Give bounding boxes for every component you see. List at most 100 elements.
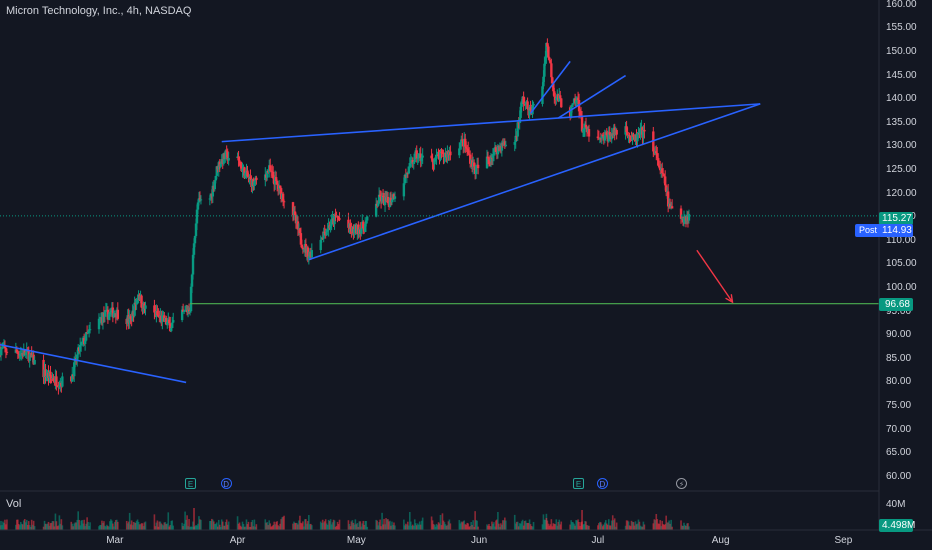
candle-body <box>0 349 3 356</box>
volume-bar <box>627 521 630 530</box>
volume-bar <box>209 521 211 530</box>
volume-bar <box>500 523 502 530</box>
volume-bar <box>605 523 608 530</box>
volume-bar <box>113 526 115 530</box>
split-or-news-event-icon[interactable]: ⚡ <box>676 478 688 489</box>
candle-body <box>44 369 47 378</box>
volume-bar <box>411 524 414 530</box>
candle-body <box>555 97 558 100</box>
candle-body <box>255 177 258 181</box>
candle-body <box>411 159 414 165</box>
volume-bar <box>198 516 200 530</box>
volume-bar <box>241 521 244 530</box>
volume-bar <box>212 519 214 530</box>
candle-body <box>325 230 328 236</box>
volume-bar <box>386 519 388 530</box>
volume-bar <box>657 523 660 530</box>
volume-bar <box>600 522 602 530</box>
candle-body <box>298 228 302 234</box>
volume-bar <box>635 524 638 530</box>
candle-body <box>465 146 468 149</box>
volume-bar <box>329 519 332 530</box>
volume-bar <box>199 519 201 530</box>
volume-bar <box>167 512 170 530</box>
price-tick-label: 70.00 <box>886 423 912 435</box>
volume-bar <box>357 526 360 530</box>
candle-body <box>374 203 378 217</box>
volume-bar <box>405 523 407 530</box>
volume-bar <box>378 522 380 530</box>
volume-bar <box>115 520 117 530</box>
volume-bar <box>474 511 476 530</box>
candle-body <box>357 224 360 235</box>
volume-bar <box>523 521 526 530</box>
price-axis[interactable] <box>0 0 932 531</box>
volume-bar <box>630 520 633 530</box>
drawings[interactable] <box>0 60 879 384</box>
volume-bar <box>585 521 587 530</box>
price-tick-label: 130.00 <box>886 140 917 152</box>
volume-bar <box>28 525 31 530</box>
candle-body <box>129 316 132 319</box>
candle-body <box>133 302 136 316</box>
price-tick-label: 140.00 <box>886 93 917 105</box>
volume-bar <box>27 521 30 530</box>
volume-bar <box>351 520 354 530</box>
candle-body <box>610 133 613 140</box>
volume-bar <box>337 524 340 530</box>
volume-bar <box>336 521 339 530</box>
candle-body <box>559 95 562 99</box>
volume-bar <box>632 522 635 530</box>
candle-body <box>599 138 603 140</box>
candle-body <box>353 228 356 234</box>
candle-body <box>413 153 416 163</box>
candle-body <box>337 217 340 219</box>
dividend-event-icon[interactable]: D <box>220 478 232 489</box>
volume-bar <box>222 525 225 530</box>
volume-bar <box>60 519 63 530</box>
volume-bar <box>160 523 163 530</box>
candle-body <box>522 96 525 105</box>
candle-body <box>301 247 305 250</box>
candle-body <box>101 312 105 323</box>
time-tick-label: Jul <box>591 535 605 546</box>
earnings-event-icon[interactable]: E <box>573 478 585 489</box>
volume-bar <box>157 526 160 530</box>
volume-bar <box>556 525 559 530</box>
earnings-event-icon[interactable]: E <box>185 478 197 489</box>
candle-body <box>294 215 298 224</box>
volume-bar <box>267 525 270 530</box>
time-tick-label: Mar <box>106 535 124 546</box>
candle-body <box>474 165 478 175</box>
candle-body <box>388 197 392 208</box>
volume-bar <box>59 523 62 530</box>
volume-bar <box>569 524 571 530</box>
candle-body <box>111 307 115 318</box>
volume-bar <box>633 525 636 530</box>
candle-body <box>662 174 666 177</box>
volume-bar <box>15 524 17 530</box>
volume-bar <box>349 526 352 530</box>
volume-bar <box>226 524 229 530</box>
volume-bar <box>466 522 469 530</box>
volume-bar <box>494 526 496 530</box>
volume-bar <box>321 519 324 530</box>
volume-bar <box>470 522 472 530</box>
volume-bar <box>602 526 604 530</box>
trendline <box>0 343 187 384</box>
candle-body <box>170 328 173 332</box>
dividend-event-icon[interactable]: D <box>596 478 608 489</box>
volume-bar <box>3 522 5 530</box>
price-tick-label: 95.00 <box>886 305 912 317</box>
volume-bar <box>377 525 379 530</box>
volume-bar <box>282 516 284 530</box>
volume-bar <box>274 524 276 530</box>
volume-bar <box>670 519 672 530</box>
candle-body <box>293 211 297 216</box>
volume-bar <box>496 519 498 530</box>
volume-bar <box>6 519 8 530</box>
volume-bar <box>193 508 195 530</box>
volume-bar <box>308 515 310 530</box>
